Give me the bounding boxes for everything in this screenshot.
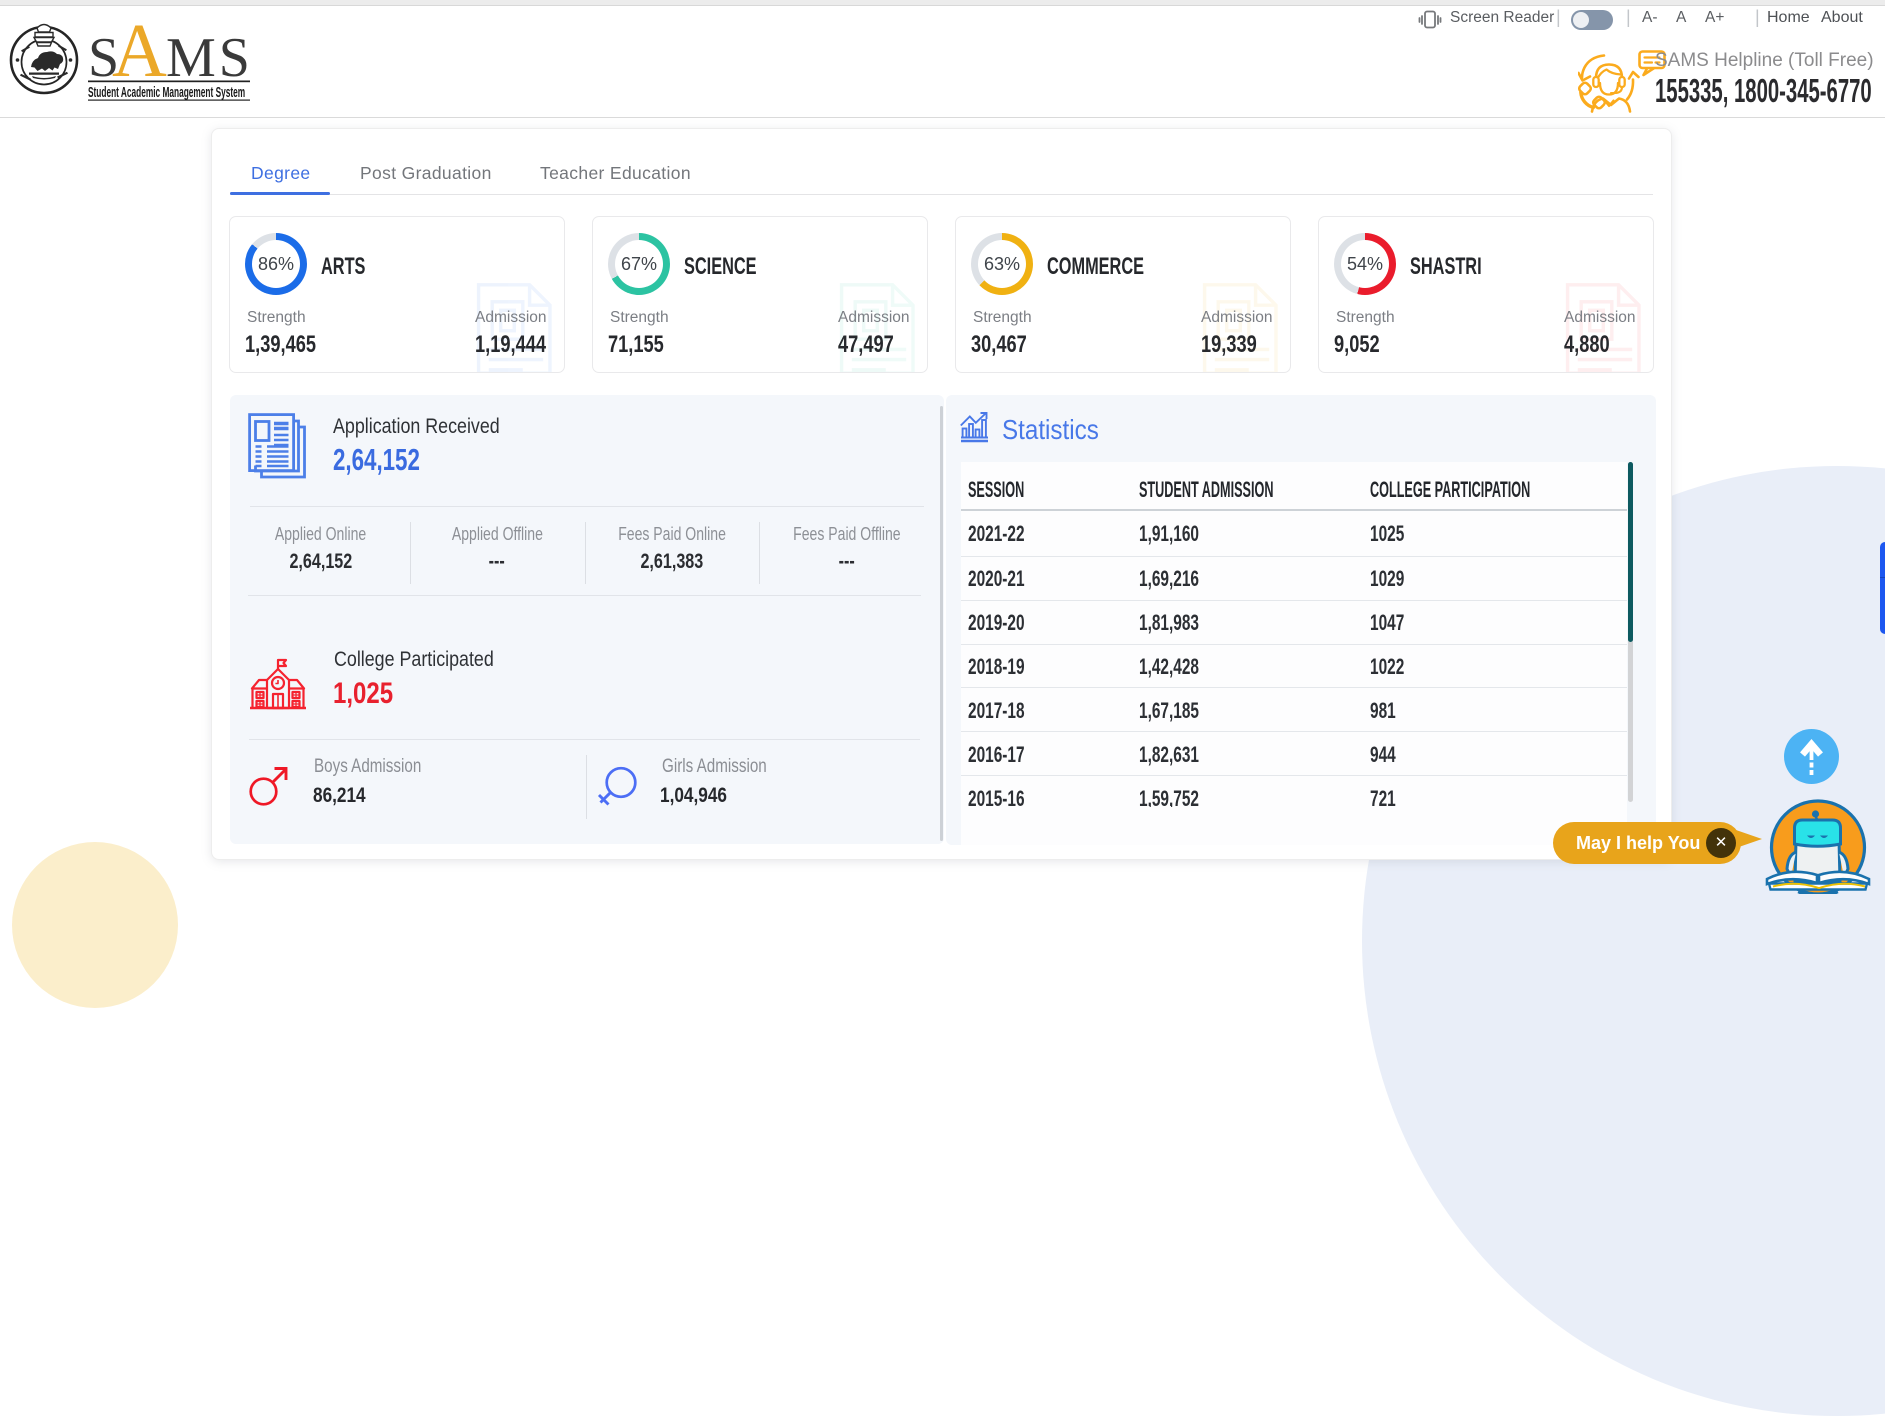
svg-text:MS: MS — [166, 27, 253, 89]
svg-text:A: A — [112, 18, 167, 93]
svg-text:S: S — [88, 27, 119, 89]
